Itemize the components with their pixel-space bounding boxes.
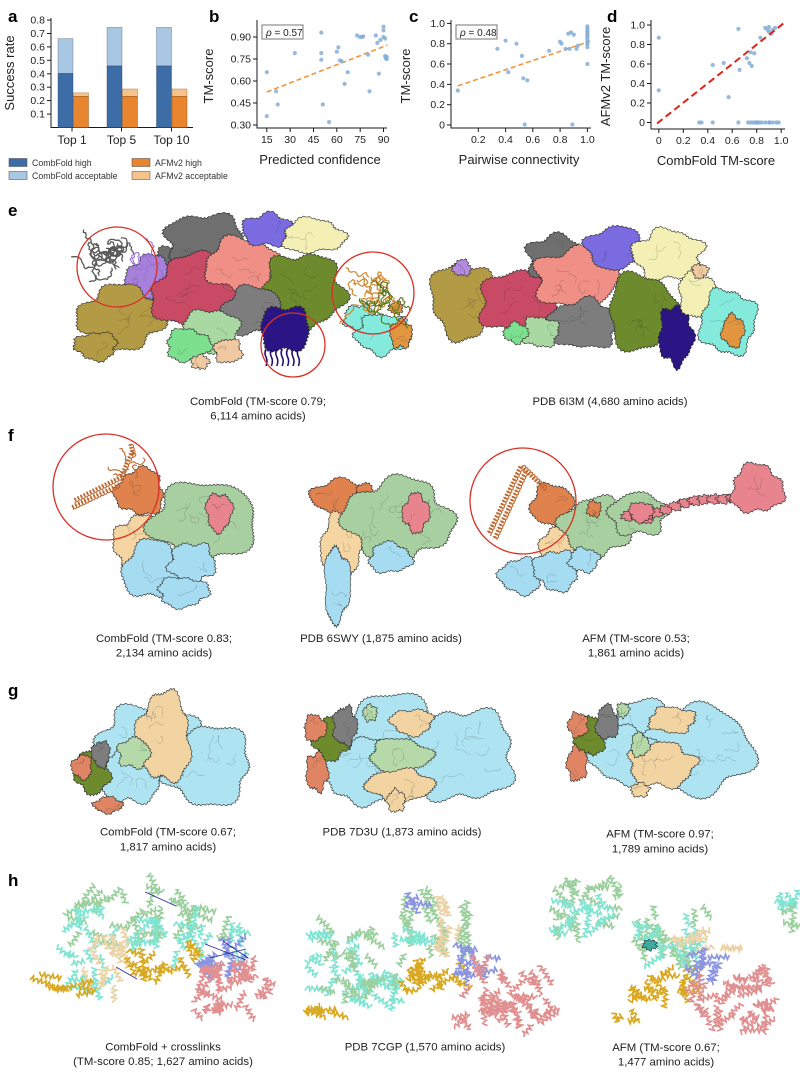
svg-text:1,477 amino acids): 1,477 amino acids) — [618, 1057, 714, 1069]
svg-text:1.0: 1.0 — [430, 18, 445, 30]
svg-text:0.4: 0.4 — [498, 134, 513, 146]
svg-text:b: b — [209, 7, 219, 26]
svg-text:0.2: 0.2 — [676, 135, 691, 147]
svg-text:ρ = 0.48: ρ = 0.48 — [459, 28, 497, 39]
svg-text:Top 5: Top 5 — [107, 133, 137, 147]
svg-text:0.2: 0.2 — [471, 134, 486, 146]
svg-text:6,114 amino acids): 6,114 amino acids) — [210, 411, 306, 423]
svg-text:CombFold (TM-score 0.67;: CombFold (TM-score 0.67; — [100, 827, 236, 839]
svg-text:PDB 6I3M (4,680 amino acids): PDB 6I3M (4,680 amino acids) — [532, 396, 687, 408]
svg-text:30: 30 — [284, 134, 296, 146]
svg-text:0.75: 0.75 — [231, 53, 252, 65]
svg-text:0.45: 0.45 — [231, 98, 252, 110]
svg-text:0.4: 0.4 — [630, 78, 645, 90]
svg-text:2,134 amino acids): 2,134 amino acids) — [116, 648, 212, 660]
svg-text:0.8: 0.8 — [630, 39, 645, 51]
svg-text:15: 15 — [261, 134, 273, 146]
svg-text:CombFold (TM-score 0.79;: CombFold (TM-score 0.79; — [190, 396, 326, 408]
svg-text:1,861 amino acids): 1,861 amino acids) — [588, 648, 684, 660]
svg-text:Pairwise connectivity: Pairwise connectivity — [459, 152, 580, 167]
svg-text:Success rate: Success rate — [2, 35, 17, 110]
svg-text:a: a — [8, 7, 18, 26]
svg-text:0.90: 0.90 — [231, 31, 252, 43]
svg-text:0.6: 0.6 — [630, 59, 645, 71]
svg-text:PDB 7CGP (1,570 amino acids): PDB 7CGP (1,570 amino acids) — [345, 1042, 506, 1054]
svg-text:CombFold high: CombFold high — [32, 158, 92, 168]
svg-text:75: 75 — [354, 134, 366, 146]
svg-text:90: 90 — [378, 134, 390, 146]
svg-text:Top 1: Top 1 — [57, 133, 87, 147]
svg-text:g: g — [8, 681, 18, 700]
svg-text:0.2: 0.2 — [430, 99, 445, 111]
svg-text:ρ = 0.57: ρ = 0.57 — [265, 28, 303, 39]
svg-text:f: f — [8, 426, 14, 445]
svg-text:0.4: 0.4 — [700, 135, 715, 147]
svg-text:0.8: 0.8 — [553, 134, 568, 146]
svg-text:AFMv2 high: AFMv2 high — [155, 158, 202, 168]
svg-text:PDB 7D3U (1,873 amino acids): PDB 7D3U (1,873 amino acids) — [323, 827, 482, 839]
svg-text:Predicted confidence: Predicted confidence — [259, 152, 380, 167]
svg-text:0.6: 0.6 — [30, 41, 45, 53]
svg-text:PDB 6SWY (1,875 amino acids): PDB 6SWY (1,875 amino acids) — [300, 633, 462, 645]
svg-text:0.5: 0.5 — [30, 55, 45, 67]
svg-text:0.4: 0.4 — [30, 68, 45, 80]
svg-text:0.8: 0.8 — [749, 135, 764, 147]
svg-text:0.8: 0.8 — [30, 15, 45, 27]
svg-text:AFMv2 acceptable: AFMv2 acceptable — [155, 171, 228, 181]
svg-text:0: 0 — [439, 120, 445, 132]
svg-text:0.6: 0.6 — [725, 135, 740, 147]
svg-text:0.8: 0.8 — [430, 38, 445, 50]
svg-text:0.60: 0.60 — [231, 76, 252, 88]
svg-text:(TM-score 0.85; 1,627 amino ac: (TM-score 0.85; 1,627 amino acids) — [73, 1056, 253, 1068]
svg-text:0.6: 0.6 — [430, 59, 445, 71]
svg-text:0: 0 — [639, 117, 645, 129]
svg-text:0.4: 0.4 — [430, 79, 445, 91]
svg-text:0.30: 0.30 — [231, 120, 252, 132]
svg-text:c: c — [409, 7, 418, 26]
svg-text:CombFold acceptable: CombFold acceptable — [32, 171, 118, 181]
svg-text:TM-score: TM-score — [398, 49, 413, 104]
svg-text:Top 10: Top 10 — [153, 133, 189, 147]
svg-text:0.1: 0.1 — [30, 109, 45, 121]
svg-text:CombFold TM-score: CombFold TM-score — [657, 153, 775, 168]
svg-text:CombFold + crosslinks: CombFold + crosslinks — [105, 1042, 221, 1054]
svg-text:1,789 amino acids): 1,789 amino acids) — [612, 844, 708, 856]
svg-text:e: e — [8, 201, 17, 220]
svg-text:h: h — [8, 871, 18, 890]
svg-text:AFM (TM-score 0.53;: AFM (TM-score 0.53; — [582, 633, 690, 645]
svg-text:1.0: 1.0 — [774, 135, 789, 147]
svg-text:0.6: 0.6 — [526, 134, 541, 146]
svg-text:AFMv2 TM-score: AFMv2 TM-score — [598, 27, 613, 126]
svg-text:1.0: 1.0 — [630, 20, 645, 32]
svg-text:TM-score: TM-score — [201, 49, 216, 104]
svg-text:0: 0 — [656, 135, 662, 147]
svg-text:AFM (TM-score 0.97;: AFM (TM-score 0.97; — [606, 829, 714, 841]
svg-text:0.3: 0.3 — [30, 82, 45, 94]
svg-text:d: d — [607, 7, 617, 26]
svg-text:1,817 amino acids): 1,817 amino acids) — [120, 842, 216, 854]
svg-text:0.2: 0.2 — [630, 97, 645, 109]
svg-text:1.0: 1.0 — [580, 134, 595, 146]
svg-text:AFM (TM-score 0.67;: AFM (TM-score 0.67; — [612, 1042, 720, 1054]
svg-text:0.2: 0.2 — [30, 95, 45, 107]
svg-text:45: 45 — [308, 134, 320, 146]
svg-text:CombFold (TM-score 0.83;: CombFold (TM-score 0.83; — [96, 633, 232, 645]
svg-text:0.7: 0.7 — [30, 28, 45, 40]
svg-text:60: 60 — [331, 134, 343, 146]
